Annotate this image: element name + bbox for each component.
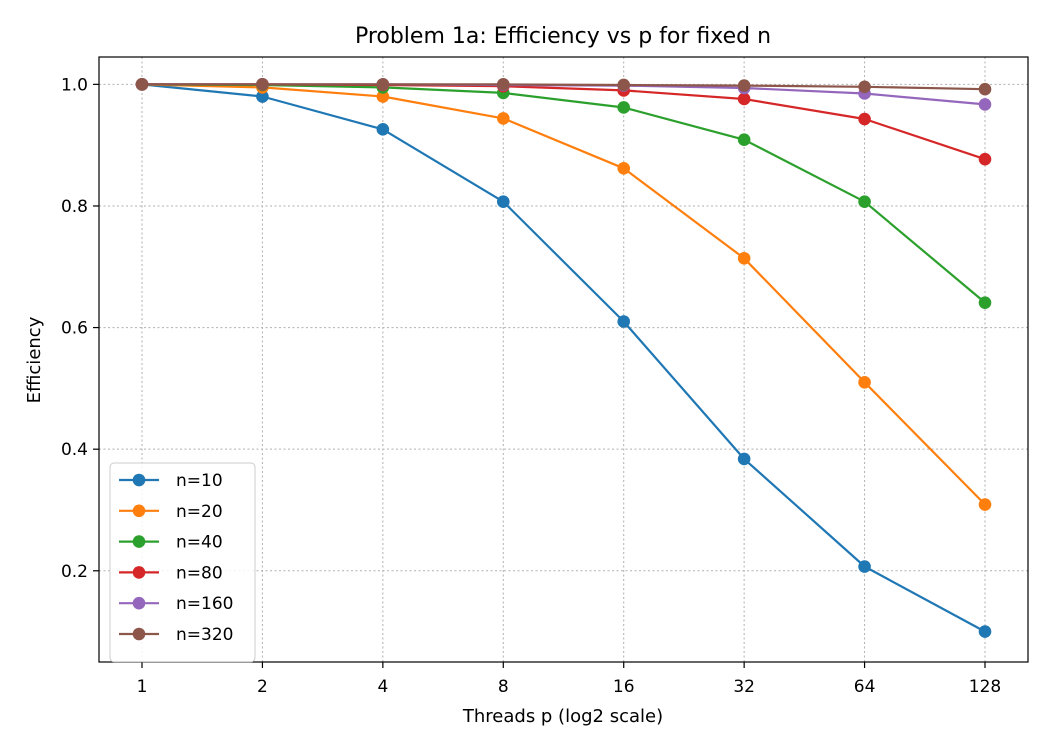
legend-item-n=80: n=80 — [119, 563, 223, 583]
data-point — [737, 452, 751, 466]
x-tick-label: 16 — [613, 677, 635, 697]
series-line — [141, 83, 986, 633]
legend-label: n=40 — [176, 533, 223, 553]
legend-marker — [132, 473, 146, 487]
data-point — [858, 376, 871, 389]
series-n=320 — [135, 78, 992, 96]
data-point — [737, 92, 751, 106]
data-point — [978, 152, 992, 166]
data-point — [496, 112, 510, 125]
legend-item-n=160: n=160 — [119, 594, 233, 614]
data-point — [737, 133, 751, 146]
data-point — [496, 78, 510, 91]
legend-item-n=40: n=40 — [119, 533, 223, 553]
legend-item-n=320: n=320 — [119, 625, 233, 645]
y-tick-label: 0.6 — [61, 319, 88, 339]
y-tick-label: 0.4 — [61, 440, 88, 460]
axes: 1 2 4 8 16 32 64 128 0.2 0.4 0.6 0.8 1.0 — [61, 75, 1001, 697]
data-point — [256, 90, 269, 103]
legend-label: n=320 — [176, 625, 233, 645]
data-point — [737, 251, 751, 265]
data-point — [617, 78, 631, 92]
legend-item-n=20: n=20 — [119, 502, 223, 522]
y-axis-label: Efficiency — [24, 316, 45, 403]
x-tick-label: 4 — [377, 677, 388, 697]
series-line — [142, 83, 986, 91]
legend-label: n=20 — [176, 502, 223, 522]
legend-marker — [132, 504, 146, 518]
data-point — [376, 90, 390, 103]
data-point — [978, 82, 992, 96]
y-tick-label: 0.8 — [61, 197, 88, 217]
data-point — [617, 161, 631, 175]
x-tick-label: 8 — [498, 677, 509, 697]
series-layer — [135, 78, 992, 638]
data-point — [376, 123, 390, 136]
data-point — [496, 195, 510, 209]
x-tick-label: 128 — [969, 677, 1001, 697]
legend-label: n=160 — [176, 594, 233, 614]
y-tick-label: 1.0 — [61, 75, 88, 95]
y-tick-label: 0.2 — [61, 562, 88, 582]
legend-item-n=10: n=10 — [119, 471, 223, 491]
data-point — [376, 78, 390, 91]
data-point — [978, 625, 992, 638]
data-point — [978, 498, 992, 511]
x-tick-label: 2 — [257, 677, 268, 697]
legend-marker — [132, 596, 146, 610]
data-point — [256, 78, 269, 91]
x-tick-label: 64 — [854, 677, 876, 697]
data-point — [858, 195, 871, 209]
data-point — [978, 296, 992, 309]
data-point — [617, 101, 631, 114]
data-point — [858, 80, 871, 94]
data-point — [978, 98, 992, 111]
data-point — [858, 560, 871, 573]
legend-label: n=10 — [176, 471, 223, 491]
legend-marker — [132, 566, 146, 579]
data-point — [737, 79, 751, 92]
chart-title: Problem 1a: Efficiency vs p for fixed n — [355, 24, 771, 49]
legend-box — [109, 462, 256, 663]
legend-label: n=80 — [176, 563, 223, 583]
x-axis-label: Threads p (log2 scale) — [462, 706, 663, 727]
x-tick-label: 1 — [137, 677, 148, 697]
data-point — [135, 78, 149, 91]
data-point — [858, 112, 871, 126]
series-line — [141, 83, 986, 506]
legend: n=10 n=20 n=40 n=80 n=160 n=320 — [109, 462, 256, 663]
data-point — [617, 315, 631, 328]
legend-marker — [132, 627, 146, 641]
legend-marker — [132, 535, 146, 548]
x-tick-label: 32 — [733, 677, 755, 697]
plot-frame — [98, 56, 1029, 663]
